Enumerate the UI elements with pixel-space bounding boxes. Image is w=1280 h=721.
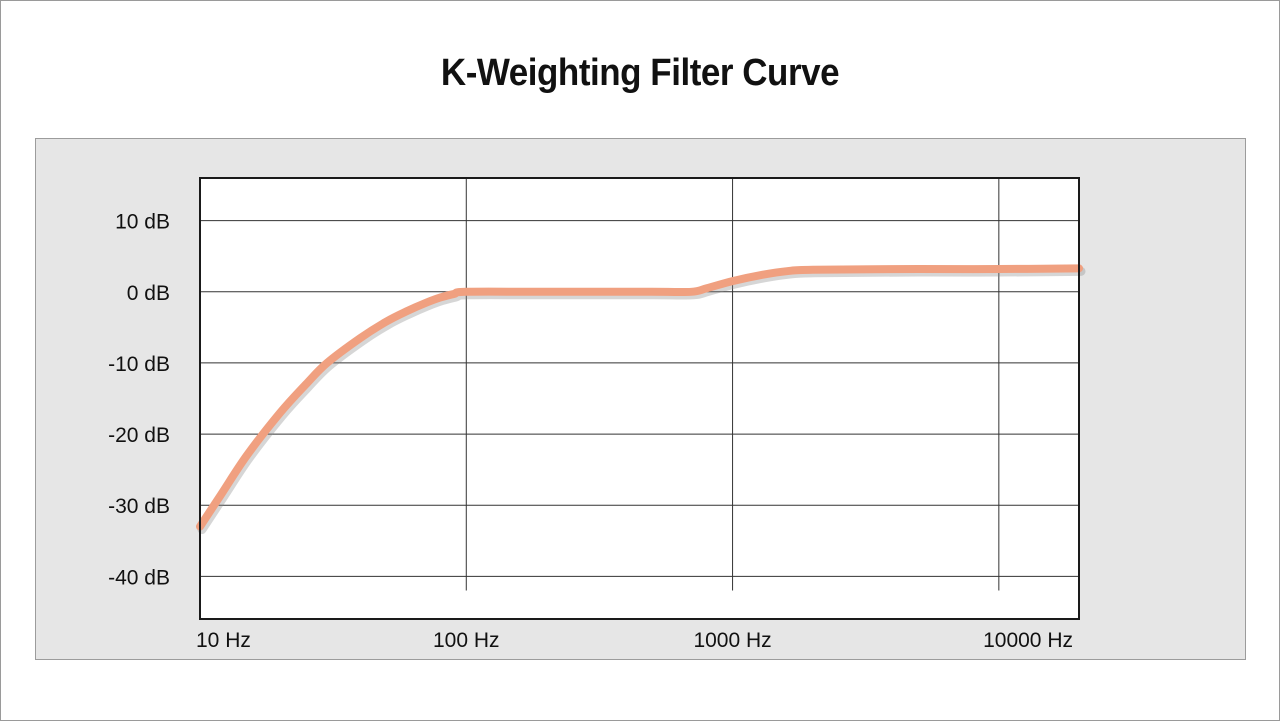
y-tick-label: 10 dB (115, 211, 170, 234)
plot-border (199, 177, 1080, 620)
y-tick-label: -10 dB (108, 353, 170, 376)
y-tick-label: -30 dB (108, 495, 170, 518)
x-tick-label: 10000 Hz (983, 629, 1073, 652)
plot-area (200, 178, 1079, 619)
y-tick-label: -40 dB (108, 566, 170, 589)
k-weighting-curve (196, 264, 1083, 531)
x-tick-label: 100 Hz (433, 629, 500, 652)
chart-title: K-Weighting Filter Curve (440, 52, 840, 94)
y-tick-label: -20 dB (108, 424, 170, 447)
x-tick-label: 1000 Hz (693, 629, 771, 652)
y-axis-labels: 10 dB 0 dB -10 dB -20 dB -30 dB -40 dB (108, 211, 170, 590)
x-tick-label: 10 Hz (196, 629, 251, 652)
curve-layer (196, 264, 1086, 535)
y-tick-label: 0 dB (127, 282, 170, 305)
x-axis-labels: 10 Hz 100 Hz 1000 Hz 10000 Hz (196, 629, 1073, 652)
